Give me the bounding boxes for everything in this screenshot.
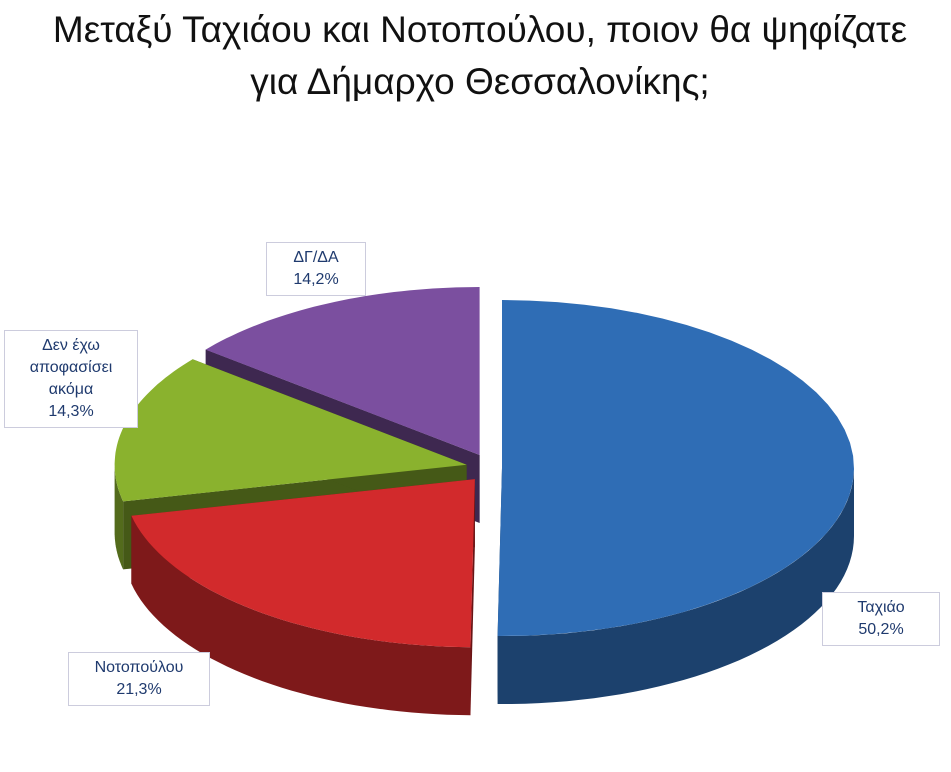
data-label: ΔΓ/ΔΑ 14,2% [266,242,366,296]
value-label: 14,2% [293,271,339,288]
slice [131,479,475,648]
category-label: Νοτοπούλου [94,659,184,676]
category-label: ΔΓ/ΔΑ [293,249,339,266]
data-label: Νοτοπούλου 21,3% [68,652,210,706]
chart-title: Μεταξύ Ταχιάου και Νοτοπούλου, ποιον θα … [52,9,908,102]
slice-side [114,464,124,570]
slice [114,359,467,502]
category-label: Ταχιάο [857,599,905,616]
slice-side [131,515,471,716]
data-label: Δεν έχω αποφασίσει ακόμα 14,3% [4,330,138,428]
value-label: 50,2% [858,621,904,638]
slice-side [497,468,854,704]
slice-tops [114,287,854,648]
slice [497,300,854,636]
value-label: 21,3% [116,681,162,698]
category-label: Δεν έχω αποφασίσει ακόμα [29,337,113,398]
value-label: 14,3% [48,403,94,420]
slice [205,287,480,456]
data-label: Ταχιάο 50,2% [822,592,940,646]
